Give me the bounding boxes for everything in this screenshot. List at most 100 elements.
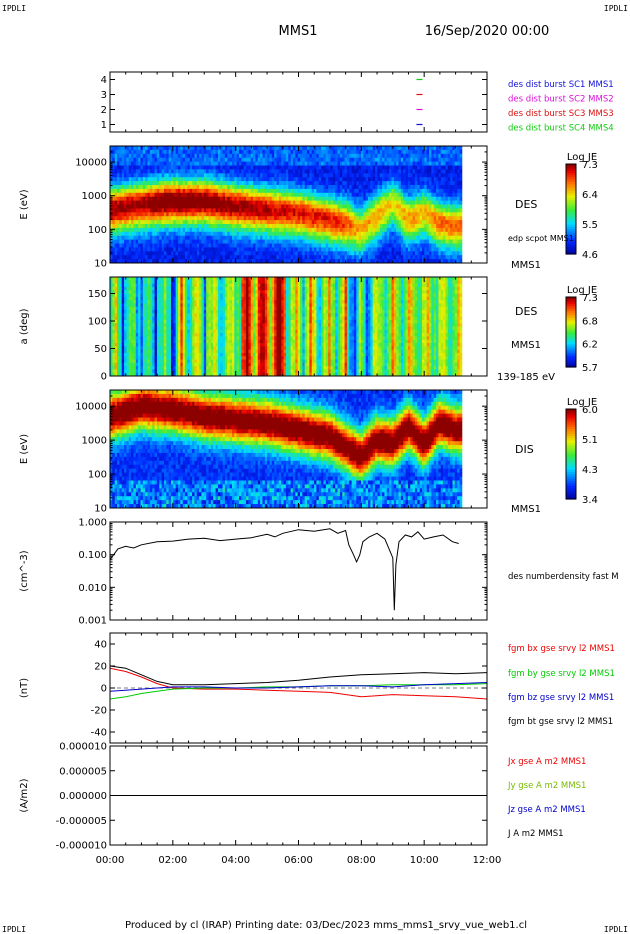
des-spectrogram-cell [358,220,362,225]
des-spectrogram-cell [431,255,435,260]
des-spectrogram-cell [231,177,235,182]
des-spectrogram-cell [431,220,435,225]
des-spectrogram-cell [290,200,294,205]
des-spectrogram-cell [264,208,268,213]
des-spectrogram-cell [260,173,263,178]
des-spectrogram-cell [398,200,402,205]
des-colorbar-cell [566,222,576,226]
des-spectrogram-cell [335,212,338,217]
des-spectrogram-cell [393,247,397,252]
des-spectrogram-cell [302,208,306,213]
des-spectrogram-cell [454,227,458,233]
des-spectrogram-cell [135,231,139,237]
des-spectrogram-cell [182,231,186,237]
des-spectrogram-cell [257,247,261,252]
des-spectrogram-cell [403,185,406,190]
des-spectrogram-cell [185,169,188,174]
pitch-spectrogram-cell [140,286,144,291]
des-spectrogram-cell [304,224,308,229]
des-spectrogram-cell [391,216,395,221]
des-spectrogram-cell [452,259,456,264]
des-colorbar-cell [566,231,576,235]
des-spectrogram-cell [457,165,460,170]
des-spectrogram-cell [309,161,313,166]
des-spectrogram-cell [248,196,252,201]
des-spectrogram-cell [241,188,245,194]
pitch-spectrogram-cell [112,359,116,364]
des-spectrogram-cell [110,208,113,213]
des-spectrogram-cell [112,161,116,166]
des-spectrogram-cell [337,251,341,256]
des-spectrogram-cell [321,208,324,213]
des-spectrogram-cell [229,216,233,221]
des-spectrogram-cell [260,243,263,248]
des-spectrogram-cell [138,185,141,190]
des-spectrogram-cell [379,188,383,194]
des-spectrogram-cell [433,200,437,205]
des-spectrogram-cell [173,208,177,213]
pitch-spectrogram-cell [117,362,120,367]
des-spectrogram-cell [309,192,313,198]
des-spectrogram-cell [149,169,153,174]
des-spectrogram-cell [438,192,442,198]
des-spectrogram-cell [131,255,134,260]
des-spectrogram-cell [335,157,338,162]
des-spectrogram-cell [154,169,158,174]
des-spectrogram-cell [379,185,383,190]
des-spectrogram-cell [400,259,404,264]
des-spectrogram-cell [189,227,193,233]
des-spectrogram-cell [440,185,444,190]
des-spectrogram-cell [220,204,223,209]
des-spectrogram-cell [325,259,329,264]
des-spectrogram-cell [231,255,235,260]
des-spectrogram-cell [117,177,120,182]
pitch-spectrogram-cell [124,316,127,321]
des-spectrogram-cell [229,259,233,264]
des-spectrogram-cell [353,208,357,213]
des-spectrogram-cell [208,146,212,151]
des-spectrogram-cell [342,224,345,229]
des-spectrogram-cell [112,146,116,151]
des-spectrogram-cell [396,247,399,252]
des-spectrogram-cell [239,255,242,260]
pitch-spectrogram-cell [117,280,120,284]
des-spectrogram-cell [149,220,153,225]
des-spectrogram-cell [178,196,181,201]
des-spectrogram-cell [159,243,163,248]
des-spectrogram-cell [229,173,233,178]
des-spectrogram-cell [147,255,151,260]
des-spectrogram-cell [290,243,294,248]
pitch-spectrogram-cell [119,336,123,341]
des-spectrogram-cell [421,255,425,260]
des-spectrogram-cell [260,177,263,182]
des-spectrogram-cell [368,227,371,233]
des-spectrogram-cell [231,146,235,151]
des-spectrogram-cell [288,165,292,170]
des-spectrogram-cell [384,165,388,170]
des-spectrogram-cell [316,181,320,186]
des-spectrogram-cell [231,224,235,229]
des-spectrogram-cell [161,192,165,198]
des-spectrogram-cell [156,224,160,229]
des-spectrogram-cell [337,153,341,159]
des-spectrogram-cell [344,177,348,182]
des-spectrogram-cell [124,192,127,198]
des-spectrogram-cell [220,188,223,194]
pitch-spectrogram-cell [117,356,120,360]
des-colorbar-cell [566,191,576,194]
des-colorbar-cell [566,236,576,239]
des-spectrogram-cell [159,185,163,190]
des-spectrogram-cell [346,243,350,248]
des-spectrogram-cell [163,216,167,221]
des-spectrogram-cell [250,259,254,264]
des-spectrogram-cell [246,200,249,205]
des-spectrogram-cell [281,235,284,240]
des-spectrogram-cell [429,149,432,155]
des-spectrogram-cell [154,157,158,162]
pitch-spectrogram-cell [138,349,141,354]
des-spectrogram-cell [253,243,256,248]
des-spectrogram-cell [290,185,294,190]
des-spectrogram-cell [318,161,322,166]
des-spectrogram-cell [182,196,186,201]
des-spectrogram-cell [459,161,463,166]
